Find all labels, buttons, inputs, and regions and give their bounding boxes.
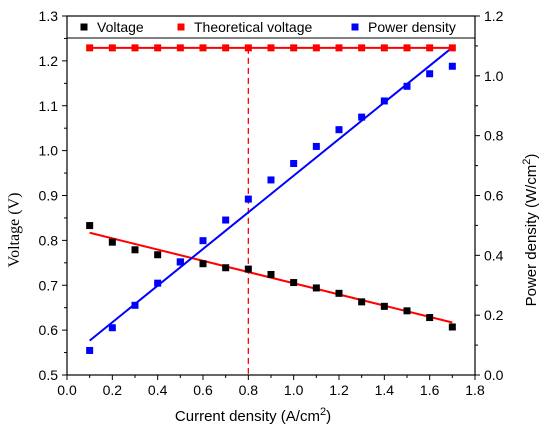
y-left-tick-label: 0.7 bbox=[39, 277, 59, 293]
point-theoretical-voltage bbox=[154, 44, 162, 52]
x-axis-title-end: ) bbox=[326, 408, 331, 425]
x-tick-label: 0.0 bbox=[57, 382, 77, 398]
point-theoretical-voltage bbox=[403, 44, 411, 52]
point-power-density bbox=[380, 97, 388, 105]
right-axis-title: Power density (W/cm2) bbox=[521, 154, 540, 307]
point-power-density bbox=[448, 62, 456, 70]
y-left-tick-label: 1.1 bbox=[39, 98, 59, 114]
point-theoretical-voltage bbox=[222, 44, 230, 52]
point-voltage bbox=[222, 264, 230, 272]
point-power-density bbox=[86, 346, 94, 354]
legend: Voltage Theoretical voltage Power density bbox=[80, 19, 456, 35]
x-tick-label: 0.8 bbox=[239, 382, 259, 398]
x-tick-label: 0.4 bbox=[148, 382, 168, 398]
y-right-tick-label: 0.8 bbox=[484, 128, 504, 144]
point-power-density bbox=[312, 142, 320, 150]
x-tick-label: 0.6 bbox=[193, 382, 213, 398]
point-theoretical-voltage bbox=[199, 44, 207, 52]
y-left-tick-label: 1.2 bbox=[39, 53, 59, 69]
point-theoretical-voltage bbox=[358, 44, 366, 52]
point-theoretical-voltage bbox=[176, 44, 184, 52]
point-voltage bbox=[403, 307, 411, 315]
point-voltage bbox=[199, 260, 207, 268]
point-theoretical-voltage bbox=[380, 44, 388, 52]
y-left-tick-label: 0.9 bbox=[39, 188, 59, 204]
y-right-tick-label: 0.0 bbox=[484, 367, 504, 383]
x-tick-label: 1.8 bbox=[465, 382, 485, 398]
legend-label-power-density: Power density bbox=[368, 19, 456, 35]
legend-label-voltage: Voltage bbox=[97, 19, 144, 35]
point-voltage bbox=[312, 284, 320, 292]
point-theoretical-voltage bbox=[108, 44, 116, 52]
point-power-density bbox=[267, 176, 275, 184]
data-marks bbox=[86, 44, 456, 354]
point-voltage bbox=[131, 246, 139, 254]
point-theoretical-voltage bbox=[448, 44, 456, 52]
point-voltage bbox=[154, 251, 162, 259]
point-power-density bbox=[335, 126, 343, 134]
point-theoretical-voltage bbox=[426, 44, 434, 52]
x-tick-label: 1.2 bbox=[329, 382, 349, 398]
legend-marker-theoretical-voltage bbox=[177, 23, 185, 31]
y-left-tick-label: 0.6 bbox=[39, 322, 59, 338]
point-voltage bbox=[380, 302, 388, 310]
point-power-density bbox=[131, 301, 139, 309]
point-theoretical-voltage bbox=[312, 44, 320, 52]
point-voltage bbox=[426, 314, 434, 322]
point-theoretical-voltage bbox=[290, 44, 298, 52]
point-voltage bbox=[448, 323, 456, 331]
point-theoretical-voltage bbox=[267, 44, 275, 52]
point-power-density bbox=[154, 279, 162, 287]
point-voltage bbox=[244, 265, 252, 273]
x-tick-label: 0.2 bbox=[103, 382, 123, 398]
legend-label-theoretical-voltage: Theoretical voltage bbox=[194, 19, 313, 35]
point-theoretical-voltage bbox=[335, 44, 343, 52]
x-tick-label: 1.6 bbox=[420, 382, 440, 398]
point-power-density bbox=[222, 216, 230, 224]
left-axis-title: Voltage (V) bbox=[6, 193, 23, 268]
y-right-tick-label: 0.2 bbox=[484, 307, 504, 323]
point-theoretical-voltage bbox=[131, 44, 139, 52]
point-power-density bbox=[199, 237, 207, 245]
y-left-tick-label: 1.0 bbox=[39, 143, 59, 159]
point-power-density bbox=[176, 258, 184, 266]
y-right-tick-label: 1.0 bbox=[484, 68, 504, 84]
y-right-tick-label: 1.2 bbox=[484, 8, 504, 24]
point-power-density bbox=[403, 82, 411, 90]
point-power-density bbox=[108, 324, 116, 332]
x-tick-label: 1.0 bbox=[284, 382, 304, 398]
point-power-density bbox=[426, 70, 434, 78]
plot-frame bbox=[66, 15, 476, 376]
point-power-density bbox=[358, 113, 366, 121]
fit-line-power-density bbox=[89, 46, 453, 342]
point-theoretical-voltage bbox=[244, 44, 252, 52]
point-voltage bbox=[267, 270, 275, 278]
y-right-tick-label: 0.4 bbox=[484, 247, 504, 263]
x-axis-title-superscript: 2 bbox=[320, 406, 326, 418]
x-axis-title: Current density (A/cm2) bbox=[175, 406, 331, 425]
legend-marker-voltage bbox=[80, 23, 88, 31]
y-left-tick-label: 0.8 bbox=[39, 232, 59, 248]
legend-marker-power-density bbox=[351, 23, 359, 31]
y-left-tick-label: 1.3 bbox=[39, 8, 59, 24]
point-voltage bbox=[358, 298, 366, 306]
point-voltage bbox=[290, 279, 298, 287]
point-power-density bbox=[290, 159, 298, 167]
right-axis-title-end: ) bbox=[523, 154, 540, 159]
point-voltage bbox=[86, 222, 94, 230]
point-power-density bbox=[244, 195, 252, 203]
right-axis-title-superscript: 2 bbox=[521, 159, 533, 165]
y-right-tick-label: 0.6 bbox=[484, 188, 504, 204]
point-theoretical-voltage bbox=[86, 44, 94, 52]
x-tick-label: 1.4 bbox=[375, 382, 395, 398]
point-voltage bbox=[108, 238, 116, 246]
point-voltage bbox=[335, 289, 343, 297]
fit-lines bbox=[89, 46, 453, 342]
y-left-tick-label: 0.5 bbox=[39, 367, 59, 383]
axes: 0.0 0.2 0.4 0.6 0.8 1.0 1.2 1.4 1.6 1.8 0.5 0.6 0.7 0… bbox=[39, 8, 504, 398]
